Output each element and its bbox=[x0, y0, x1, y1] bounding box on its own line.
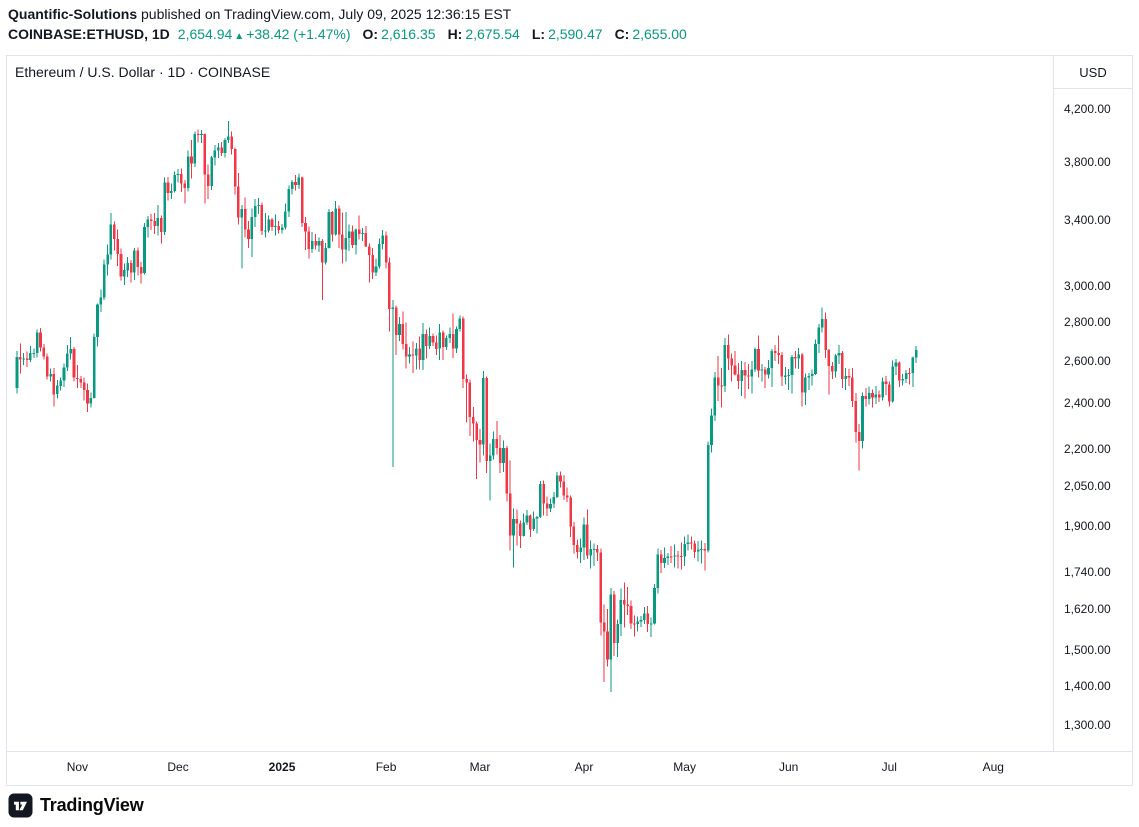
low-label: L: bbox=[531, 26, 546, 42]
price-tick-label: 1,500.00 bbox=[1064, 642, 1111, 657]
up-arrow-icon: ▲ bbox=[234, 31, 245, 42]
candlestick-chart[interactable] bbox=[7, 56, 1053, 751]
time-tick-label: Jul bbox=[881, 760, 897, 774]
time-tick-label: Feb bbox=[375, 760, 397, 774]
price-tick-label: 1,400.00 bbox=[1064, 679, 1111, 694]
publish-line: Quantific-Solutions published on Trading… bbox=[8, 6, 511, 23]
high-label: H: bbox=[447, 26, 463, 42]
price-tick-label: 1,620.00 bbox=[1064, 602, 1111, 617]
price-tick-label: 2,600.00 bbox=[1064, 353, 1111, 368]
time-tick-label: Mar bbox=[469, 760, 491, 774]
price-tick-label: 4,200.00 bbox=[1064, 102, 1111, 116]
price-tick-label: 1,740.00 bbox=[1064, 564, 1111, 579]
price-tick-label: 3,400.00 bbox=[1064, 213, 1111, 227]
footer: TradingView bbox=[8, 792, 144, 818]
low-value: 2,590.47 bbox=[548, 26, 603, 42]
time-tick-label: Dec bbox=[167, 760, 189, 774]
price-tick-label: 2,800.00 bbox=[1064, 314, 1111, 329]
price-tick-label: 1,300.00 bbox=[1064, 718, 1111, 733]
symbol-name: COINBASE:ETHUSD, 1D bbox=[8, 26, 170, 42]
brand-name[interactable]: TradingView bbox=[40, 794, 144, 815]
price-tick-label: 1,900.00 bbox=[1064, 518, 1111, 533]
time-tick-label: 2025 bbox=[268, 760, 296, 774]
price-tick-label: 3,800.00 bbox=[1064, 154, 1111, 169]
tradingview-logo-icon[interactable] bbox=[8, 793, 33, 818]
price-change: +38.42 (+1.47%) bbox=[246, 26, 351, 42]
price-tick-label: 2,400.00 bbox=[1064, 395, 1111, 410]
high-value: 2,675.54 bbox=[465, 26, 520, 42]
price-tick-label: 2,200.00 bbox=[1064, 441, 1111, 456]
close-label: C: bbox=[614, 26, 630, 42]
time-tick-label: Jun bbox=[778, 760, 799, 774]
open-label: O: bbox=[362, 26, 379, 42]
symbol-ohlc-line: COINBASE:ETHUSD, 1D 2,654.94 ▲ +38.42 (+1.4… bbox=[8, 26, 687, 45]
currency-button[interactable]: USD bbox=[1053, 56, 1132, 89]
price-axis[interactable]: 4,200.00 3,800.00 3,400.00 3,000.00 2,800.00… bbox=[1053, 56, 1132, 751]
time-axis[interactable]: Nov Dec 2025 Feb Mar Apr May Jun Jul Aug bbox=[7, 751, 1132, 785]
chart-title: Ethereum / U.S. Dollar · 1D · COINBASE bbox=[15, 64, 271, 80]
price-tick-label: 2,050.00 bbox=[1064, 478, 1111, 493]
publish-info: published on TradingView.com, July 09, 2… bbox=[137, 6, 512, 22]
author-name: Quantific-Solutions bbox=[8, 6, 138, 22]
close-value: 2,655.00 bbox=[632, 26, 687, 42]
open-value: 2,616.35 bbox=[381, 26, 436, 42]
time-tick-label: May bbox=[673, 760, 696, 774]
time-tick-label: Nov bbox=[66, 760, 89, 774]
time-tick-label: Apr bbox=[574, 760, 594, 774]
chart-container: Ethereum / U.S. Dollar · 1D · COINBASE 4… bbox=[6, 55, 1133, 786]
last-price: 2,654.94 bbox=[177, 26, 233, 42]
price-tick-label: 3,000.00 bbox=[1064, 278, 1111, 293]
time-tick-label: Aug bbox=[982, 760, 1004, 774]
